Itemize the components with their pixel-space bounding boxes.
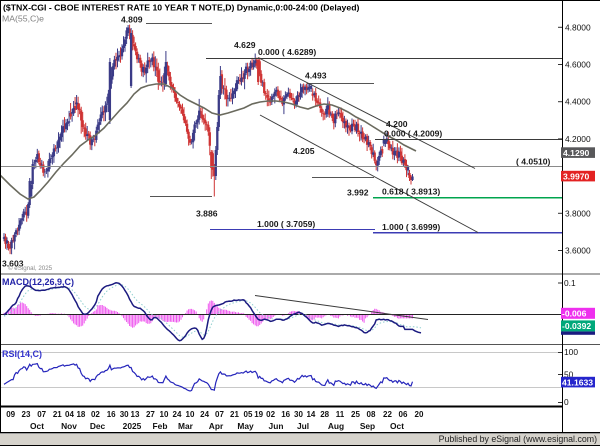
svg-text:Mar: Mar (178, 421, 194, 431)
svg-text:3.603: 3.603 (2, 259, 24, 269)
svg-text:MACD(12,26,9,C): MACD(12,26,9,C) (2, 277, 74, 287)
svg-text:Dec: Dec (90, 421, 106, 431)
svg-text:25: 25 (351, 410, 360, 419)
svg-text:Sep: Sep (360, 421, 375, 431)
svg-text:50: 50 (564, 370, 574, 380)
svg-text:4.629: 4.629 (234, 40, 256, 50)
svg-text:13: 13 (131, 410, 140, 419)
svg-text:3.6000: 3.6000 (565, 246, 591, 256)
svg-text:3.886: 3.886 (196, 209, 218, 219)
svg-text:09: 09 (6, 410, 15, 419)
svg-text:28: 28 (320, 410, 329, 419)
svg-text:02: 02 (266, 410, 275, 419)
svg-text:4.8000: 4.8000 (565, 22, 591, 32)
svg-text:Oct: Oct (390, 421, 404, 431)
svg-text:4.6000: 4.6000 (565, 60, 591, 70)
svg-text:0.000 ( 4.6289): 0.000 ( 4.6289) (258, 47, 316, 57)
svg-text:21: 21 (53, 410, 62, 419)
svg-text:18: 18 (76, 410, 85, 419)
svg-text:41.1633: 41.1633 (562, 378, 593, 388)
svg-text:1.000 ( 3.6999): 1.000 ( 3.6999) (382, 222, 440, 232)
svg-text:RSI(14,C): RSI(14,C) (2, 349, 42, 359)
svg-text:0.000 ( 4.2009): 0.000 ( 4.2009) (384, 129, 442, 139)
svg-text:04: 04 (65, 410, 74, 419)
svg-text:07: 07 (37, 410, 46, 419)
svg-text:3.9970: 3.9970 (563, 172, 590, 182)
svg-text:4.2000: 4.2000 (565, 134, 591, 144)
svg-text:2025: 2025 (123, 421, 142, 431)
svg-text:27: 27 (146, 410, 155, 419)
svg-text:4.4000: 4.4000 (565, 97, 591, 107)
svg-text:3.992: 3.992 (347, 188, 369, 198)
svg-text:11: 11 (336, 410, 345, 419)
svg-text:0: 0 (564, 397, 569, 407)
svg-text:© eSignal, 2025: © eSignal, 2025 (8, 265, 53, 272)
svg-text:Feb: Feb (153, 421, 168, 431)
svg-text:Jun: Jun (269, 421, 284, 431)
svg-text:07: 07 (215, 410, 224, 419)
svg-text:16: 16 (107, 410, 116, 419)
svg-text:Nov: Nov (61, 421, 77, 431)
svg-text:Published by eSignal (www.esig: Published by eSignal (www.esignal.com) (439, 434, 597, 444)
svg-text:($TNX-CGI - CBOE INTEREST RATE: ($TNX-CGI - CBOE INTEREST RATE 10 YEAR T… (3, 3, 360, 13)
svg-text:Apr: Apr (209, 421, 224, 431)
svg-text:14: 14 (306, 410, 315, 419)
svg-text:Aug: Aug (328, 421, 344, 431)
svg-text:Jul: Jul (297, 421, 309, 431)
svg-text:4.200: 4.200 (386, 119, 408, 129)
svg-text:05: 05 (244, 410, 253, 419)
svg-text:16: 16 (281, 410, 290, 419)
svg-text:30: 30 (294, 410, 303, 419)
svg-text:21: 21 (230, 410, 239, 419)
svg-text:10: 10 (160, 410, 169, 419)
svg-text:May: May (237, 421, 254, 431)
svg-text:30: 30 (120, 410, 129, 419)
svg-text:4.809: 4.809 (121, 15, 143, 25)
svg-text:02: 02 (91, 410, 100, 419)
svg-text:-0.006: -0.006 (562, 309, 587, 319)
svg-text:19: 19 (254, 410, 263, 419)
svg-text:4.205: 4.205 (293, 146, 315, 156)
svg-text:100: 100 (564, 347, 578, 357)
svg-text:23: 23 (22, 410, 31, 419)
svg-text:08: 08 (367, 410, 376, 419)
svg-text:Oct: Oct (30, 421, 44, 431)
svg-text:10: 10 (186, 410, 195, 419)
svg-text:06: 06 (399, 410, 408, 419)
svg-text:1.000 ( 3.7059): 1.000 ( 3.7059) (257, 219, 315, 229)
svg-text:( 4.0510): ( 4.0510) (516, 157, 551, 167)
svg-text:24: 24 (173, 410, 182, 419)
svg-text:22: 22 (383, 410, 392, 419)
svg-text:20: 20 (415, 410, 424, 419)
svg-text:3.8000: 3.8000 (565, 208, 591, 218)
svg-text:0.1: 0.1 (564, 278, 576, 288)
svg-text:0.618 ( 3.8913): 0.618 ( 3.8913) (382, 187, 440, 197)
svg-text:4.1290: 4.1290 (563, 148, 590, 158)
svg-text:4.493: 4.493 (305, 71, 327, 81)
svg-text:MA(55,C)e: MA(55,C)e (2, 14, 44, 24)
svg-text:24: 24 (200, 410, 209, 419)
svg-text:-0.0392: -0.0392 (562, 321, 591, 331)
